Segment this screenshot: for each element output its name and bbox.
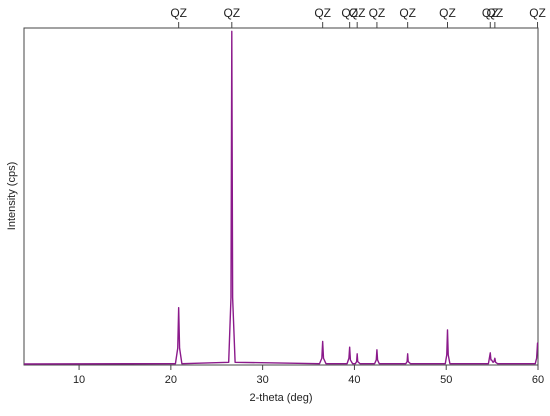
x-tick-label: 50 <box>440 374 452 386</box>
plot-frame <box>23 27 539 366</box>
annotation-label: QZ <box>529 6 546 20</box>
annotation-label: QZ <box>223 6 240 20</box>
x-tick-label: 20 <box>165 374 177 386</box>
pattern-line <box>23 30 539 365</box>
x-tick-label: 10 <box>73 374 85 386</box>
x-tick-label: 40 <box>348 374 360 386</box>
x-tick-label: 60 <box>532 374 544 386</box>
annotation-label: QZ <box>439 6 456 20</box>
annotation-label: QZ <box>487 6 504 20</box>
annotation-label: QZ <box>314 6 331 20</box>
annotation-label: QZ <box>341 6 358 20</box>
annotation-label: QZ <box>482 6 499 20</box>
annotation-label: QZ <box>369 6 386 20</box>
y-axis-label: Intensity (cps) <box>6 162 18 230</box>
annotation-label: QZ <box>399 6 416 20</box>
x-axis-label: 2-theta (deg) <box>250 392 313 404</box>
x-tick-label: 30 <box>257 374 269 386</box>
annotation-label: QZ <box>170 6 187 20</box>
annotation-label: QZ <box>349 6 366 20</box>
